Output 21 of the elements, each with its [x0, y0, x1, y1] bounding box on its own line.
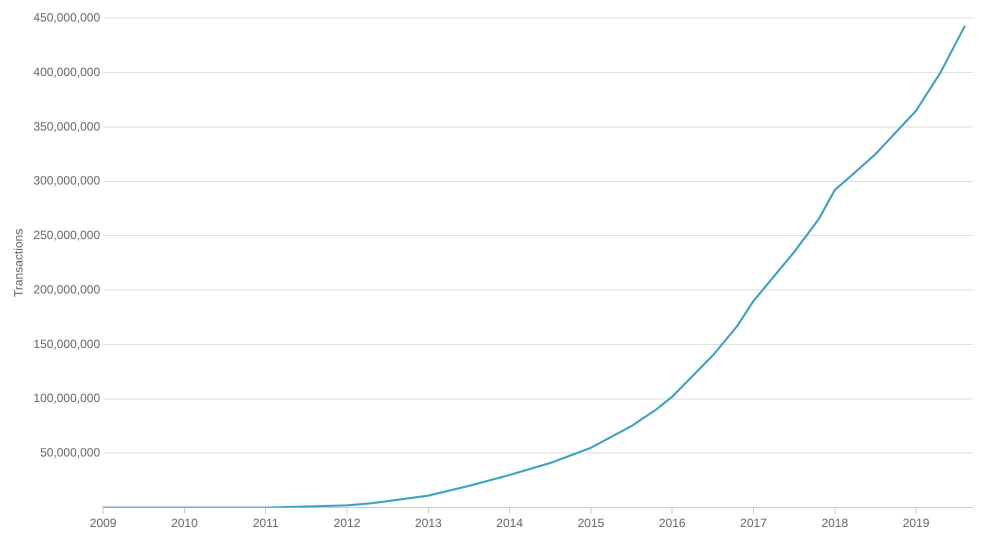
- x-tick-label: 2012: [334, 516, 361, 530]
- y-tick-label: 450,000,000: [33, 10, 100, 25]
- y-tick-label: 50,000,000: [40, 446, 100, 460]
- x-tick-label: 2019: [902, 516, 930, 530]
- y-axis-title: Transactions: [12, 228, 26, 298]
- x-tick-label: 2016: [658, 516, 686, 530]
- x-tick-label: 2018: [821, 516, 848, 530]
- x-tick-label: 2011: [252, 516, 279, 530]
- y-tick-label: 250,000,000: [33, 228, 100, 242]
- y-tick-label: 100,000,000: [33, 391, 100, 406]
- x-tick-label: 2013: [414, 516, 442, 530]
- x-tick-label: 2014: [496, 516, 524, 530]
- y-tick-label: 300,000,000: [33, 174, 100, 188]
- x-tick-label: 2017: [740, 516, 768, 530]
- y-tick-label: 200,000,000: [33, 282, 100, 296]
- y-tick-label: 350,000,000: [33, 119, 100, 134]
- x-tick-label: 2015: [578, 516, 605, 530]
- x-tick-label: 2010: [171, 516, 198, 530]
- x-tick-label: 2009: [90, 516, 117, 530]
- y-tick-label: 400,000,000: [33, 64, 100, 79]
- y-tick-label: 150,000,000: [33, 336, 100, 351]
